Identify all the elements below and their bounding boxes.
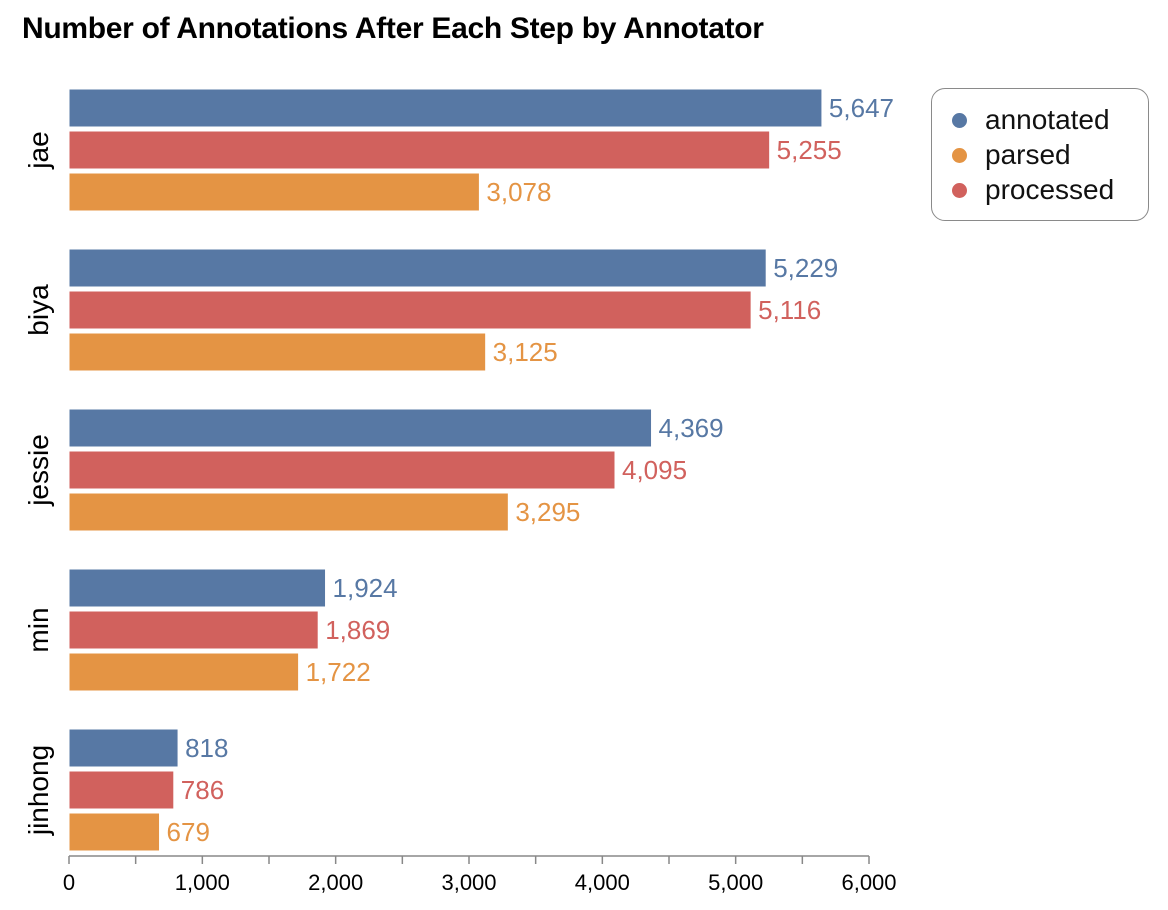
bar-labels-layer: 5,647 5,255 3,078 5,229 5,116 3,125 4,369 4,095… xyxy=(167,93,894,847)
category-label-min: min xyxy=(23,607,54,652)
x-tick-label: 1,000 xyxy=(175,870,230,895)
bar-value-label: 1,869 xyxy=(325,615,390,645)
legend-label: parsed xyxy=(985,139,1071,170)
bar-value-label: 3,078 xyxy=(486,177,551,207)
chart-title: Number of Annotations After Each Step by… xyxy=(22,12,764,45)
bar-jessie-parsed xyxy=(68,492,509,532)
bar-min-annotated xyxy=(68,568,327,608)
bar-biya-parsed xyxy=(68,332,487,372)
bar-value-label: 1,722 xyxy=(306,657,371,687)
legend-swatch-annotated xyxy=(952,112,967,128)
bar-value-label: 5,647 xyxy=(829,93,894,123)
legend-swatch-parsed xyxy=(952,147,967,163)
x-tick-label: 3,000 xyxy=(441,870,496,895)
x-tick-label: 5,000 xyxy=(708,870,763,895)
y-axis-categories: jae biya jessie min jinhong xyxy=(23,131,54,836)
x-axis: 0 1,000 2,000 3,000 4,000 5,000 6,000 xyxy=(63,855,897,895)
bar-jinhong-annotated xyxy=(68,728,179,768)
bar-value-label: 5,229 xyxy=(773,253,838,283)
legend-item-parsed: parsed xyxy=(952,138,1071,172)
legend-swatch-processed xyxy=(952,182,967,198)
legend-label: annotated xyxy=(985,104,1110,135)
legend: annotated parsed processed xyxy=(931,88,1149,221)
bars-layer xyxy=(68,88,823,852)
bar-min-processed xyxy=(68,610,319,650)
bar-jessie-annotated xyxy=(68,408,653,448)
bar-value-label: 818 xyxy=(185,733,228,763)
bar-jinhong-parsed xyxy=(68,812,161,852)
x-tick-label: 0 xyxy=(63,870,75,895)
bar-biya-annotated xyxy=(68,248,767,288)
bar-jinhong-processed xyxy=(68,770,175,810)
bar-value-label: 679 xyxy=(167,817,210,847)
x-tick-label: 4,000 xyxy=(575,870,630,895)
bar-value-label: 5,116 xyxy=(758,295,821,325)
bar-jae-annotated xyxy=(68,88,823,128)
category-label-biya: biya xyxy=(23,284,54,336)
x-tick-label: 6,000 xyxy=(841,870,896,895)
bar-value-label: 1,924 xyxy=(333,573,398,603)
bar-jae-processed xyxy=(68,130,771,170)
legend-label: processed xyxy=(985,174,1115,205)
category-label-jinhong: jinhong xyxy=(23,745,54,836)
category-label-jae: jae xyxy=(23,131,54,169)
category-label-jessie: jessie xyxy=(23,434,54,507)
bar-value-label: 3,125 xyxy=(493,337,558,367)
bar-value-label: 5,255 xyxy=(777,135,842,165)
legend-item-annotated: annotated xyxy=(952,103,1110,137)
bar-value-label: 4,369 xyxy=(659,413,724,443)
bar-value-label: 3,295 xyxy=(515,497,580,527)
bar-min-parsed xyxy=(68,652,300,692)
x-tick-label: 2,000 xyxy=(308,870,363,895)
legend-item-processed: processed xyxy=(952,173,1114,207)
bar-jessie-processed xyxy=(68,450,616,490)
bar-jae-parsed xyxy=(68,172,480,212)
bar-value-label: 4,095 xyxy=(622,455,687,485)
bar-value-label: 786 xyxy=(181,775,224,805)
bar-biya-processed xyxy=(68,290,752,330)
